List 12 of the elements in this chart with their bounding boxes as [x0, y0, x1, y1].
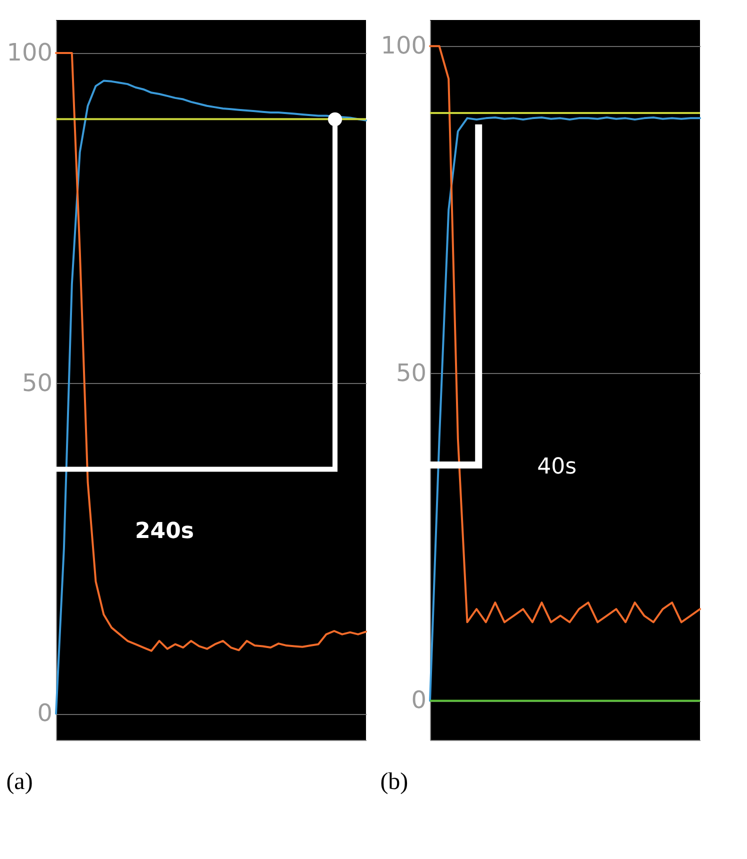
y-tick-label: 50	[396, 358, 426, 387]
annotation: 240s	[134, 519, 194, 544]
y-tick-label: 0	[37, 699, 52, 728]
line-series	[429, 45, 701, 624]
y-tick-label: 0	[411, 686, 426, 714]
y-tick-label: 50	[22, 368, 52, 397]
text: (b)	[380, 769, 408, 795]
y-tick-label: 100	[380, 32, 426, 60]
line-series	[429, 116, 701, 702]
text: (a)	[6, 769, 33, 795]
annotation: 40s	[537, 454, 577, 480]
y-tick-label: 100	[6, 38, 52, 67]
